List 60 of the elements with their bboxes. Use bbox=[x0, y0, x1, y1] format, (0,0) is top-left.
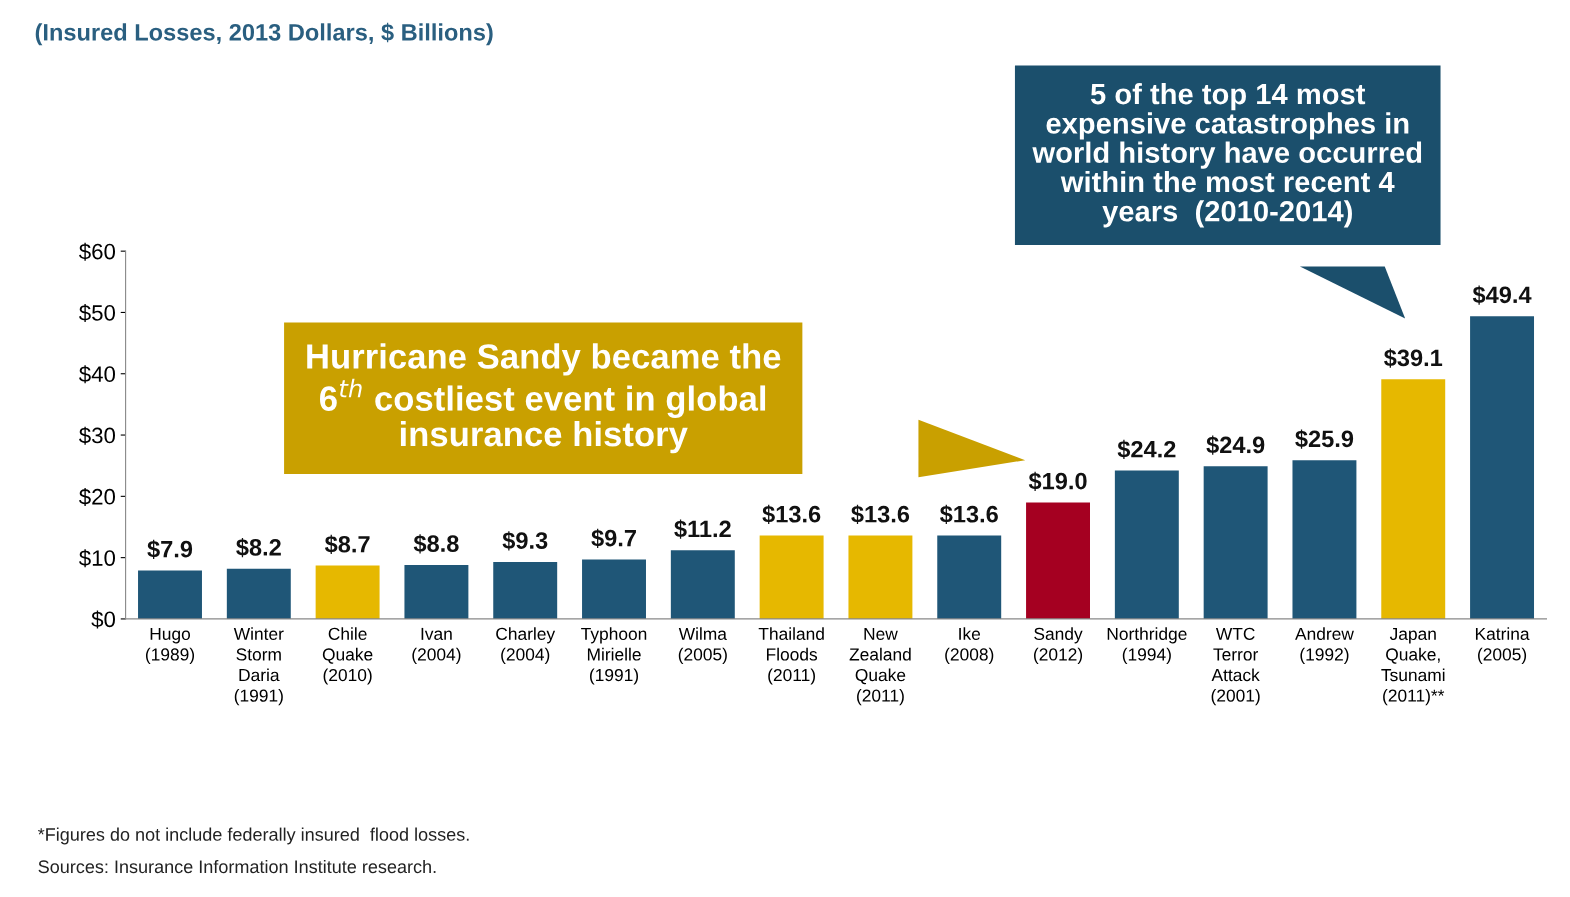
bar bbox=[493, 561, 558, 619]
data-label: $8.2 bbox=[236, 537, 281, 558]
y-tick-label: $50 bbox=[79, 304, 116, 323]
text: *Figures do not include federally insured flood losses. bbox=[37, 827, 469, 845]
x-tick-label: Typhoon Mirielle (1991) bbox=[581, 627, 647, 685]
data-label: $49.4 bbox=[1472, 285, 1532, 305]
x-tick-label: Ike (2008) bbox=[945, 627, 994, 665]
data-label: $11.2 bbox=[674, 519, 731, 539]
x-tick-label: Chile Quake (2010) bbox=[322, 627, 373, 685]
x-tick-label: Wilma (2005) bbox=[678, 627, 727, 665]
x-tick-label: Japan Quake, Tsunami (2011)** bbox=[1381, 627, 1445, 706]
y-tick-label: $60 bbox=[79, 242, 116, 261]
text: 5 of the top 14 most expensive catastrophes in world history have occurred within the most recent 4 years (2010-2014) bbox=[1032, 82, 1422, 228]
x-tick-label: Andrew (1992) bbox=[1295, 627, 1354, 665]
data-label: $9.3 bbox=[502, 531, 548, 551]
bar bbox=[315, 565, 380, 619]
data-label: $19.0 bbox=[1028, 471, 1087, 491]
bar bbox=[1203, 466, 1268, 619]
x-tick-label: Hugo (1989) bbox=[145, 627, 195, 665]
x-tick-label: Winter Storm Daria (1991) bbox=[233, 627, 284, 706]
data-label: $25.9 bbox=[1295, 429, 1354, 449]
chart-title: (Insured Losses, 2013 Dollars, $ Billions) bbox=[35, 22, 493, 46]
data-label: $13.6 bbox=[762, 504, 821, 525]
data-label: $24.9 bbox=[1206, 435, 1265, 455]
data-label: $9.7 bbox=[591, 528, 636, 548]
data-label: $13.6 bbox=[851, 504, 910, 525]
data-label: $13.6 bbox=[940, 504, 998, 525]
data-label: $8.8 bbox=[413, 534, 459, 554]
data-label: $24.2 bbox=[1117, 439, 1176, 460]
data-label: $8.7 bbox=[324, 534, 370, 555]
bar bbox=[759, 535, 824, 619]
y-tick-label: $30 bbox=[79, 426, 116, 445]
bar bbox=[1114, 470, 1179, 619]
bar bbox=[226, 568, 291, 619]
bar bbox=[582, 559, 646, 619]
y-tick-label: $40 bbox=[79, 365, 116, 384]
x-tick-label: Katrina (2005) bbox=[1475, 627, 1530, 665]
x-tick-label: Northridge (1994) bbox=[1107, 627, 1187, 665]
bar bbox=[848, 535, 913, 619]
bar bbox=[138, 570, 202, 619]
x-tick-label: New Zealand Quake (2011) bbox=[849, 627, 911, 706]
bar bbox=[1470, 316, 1535, 619]
bar bbox=[1381, 379, 1446, 619]
bar bbox=[1292, 460, 1357, 619]
y-tick-label: $20 bbox=[79, 487, 116, 506]
y-tick-label: $0 bbox=[91, 610, 116, 629]
x-tick-label: WTC Terror Attack (2001) bbox=[1211, 627, 1260, 706]
bar bbox=[404, 564, 469, 619]
source-note: Sources: Insurance Information Institute research. bbox=[38, 859, 436, 874]
x-tick-label: Charley (2004) bbox=[496, 627, 556, 665]
data-label: $39.1 bbox=[1384, 348, 1443, 368]
y-tick-label: $10 bbox=[79, 549, 116, 568]
bar bbox=[937, 535, 1002, 619]
x-tick-label: Ivan (2004) bbox=[412, 627, 461, 665]
data-label: $7.9 bbox=[147, 539, 193, 560]
x-tick-label: Sandy (2012) bbox=[1034, 627, 1083, 665]
x-tick-label: Thailand Floods (2011) bbox=[758, 627, 824, 685]
bar bbox=[1026, 502, 1090, 619]
bar bbox=[670, 550, 735, 619]
annotation: Hurricane Sandy became the 6$^{th}$ costliest event in global insurance history bbox=[307, 343, 781, 454]
